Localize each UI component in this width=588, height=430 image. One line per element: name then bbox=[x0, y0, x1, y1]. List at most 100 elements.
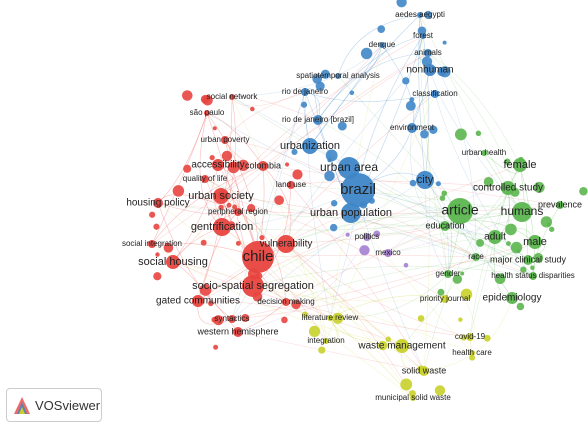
edge bbox=[387, 204, 561, 254]
node-label: priority journal bbox=[420, 294, 470, 303]
node bbox=[204, 110, 210, 116]
edge bbox=[231, 96, 327, 342]
edge bbox=[237, 236, 368, 333]
edge bbox=[231, 91, 306, 320]
minor-node bbox=[400, 378, 413, 391]
edge bbox=[220, 195, 534, 277]
edge bbox=[410, 127, 446, 227]
edge bbox=[325, 317, 338, 342]
edge bbox=[309, 145, 534, 277]
edge bbox=[237, 211, 403, 347]
node-label: literature review bbox=[302, 313, 359, 322]
node bbox=[431, 90, 439, 98]
node-label: urban health bbox=[462, 148, 506, 157]
minor-node bbox=[329, 223, 338, 232]
edge bbox=[151, 165, 264, 245]
minor-node bbox=[549, 226, 555, 232]
minor-node bbox=[429, 125, 438, 134]
edge bbox=[419, 14, 509, 189]
node-label: solid waste bbox=[402, 365, 447, 375]
minor-node bbox=[460, 334, 467, 341]
minor-node bbox=[292, 169, 303, 180]
edge bbox=[325, 93, 436, 342]
node bbox=[341, 203, 361, 223]
minor-node bbox=[516, 302, 525, 311]
node-label: article bbox=[441, 202, 479, 218]
logo-icon bbox=[14, 397, 30, 414]
node bbox=[469, 350, 475, 356]
node-label: dengue bbox=[369, 40, 396, 49]
node bbox=[420, 33, 426, 39]
edge bbox=[304, 91, 331, 319]
node bbox=[379, 42, 385, 48]
node-label: major clinical study bbox=[490, 254, 567, 264]
node bbox=[512, 202, 532, 222]
minor-node bbox=[315, 81, 325, 91]
node-label: adult bbox=[484, 232, 506, 243]
node-label: urban poverty bbox=[201, 135, 250, 144]
minor-node bbox=[221, 150, 233, 162]
node-label: spatiotemporal analysis bbox=[296, 71, 380, 80]
node-label: female bbox=[503, 159, 536, 171]
minor-node bbox=[349, 90, 355, 96]
node-label: municipal solid waste bbox=[375, 393, 451, 402]
edge bbox=[197, 96, 233, 302]
node bbox=[384, 249, 392, 257]
edge bbox=[325, 317, 340, 343]
minor-node bbox=[483, 334, 491, 342]
edge bbox=[424, 179, 477, 258]
minor-node bbox=[153, 272, 162, 281]
node bbox=[148, 240, 156, 248]
node-label: housing policy bbox=[126, 198, 189, 209]
node bbox=[481, 150, 487, 156]
node bbox=[447, 198, 473, 224]
minor-node bbox=[476, 238, 485, 247]
minor-node bbox=[385, 336, 392, 343]
edge bbox=[172, 261, 471, 338]
minor-node bbox=[332, 312, 344, 324]
node-label: humans bbox=[501, 204, 544, 218]
minor-node bbox=[153, 223, 160, 230]
edge bbox=[329, 317, 403, 347]
minor-node bbox=[409, 179, 417, 187]
minor-node bbox=[259, 235, 265, 241]
minor-node bbox=[330, 200, 338, 207]
node-label: epidemiology bbox=[483, 293, 542, 304]
node bbox=[472, 253, 480, 261]
edge bbox=[231, 96, 319, 121]
minor-node bbox=[510, 241, 523, 254]
edge bbox=[285, 225, 446, 303]
node bbox=[282, 298, 290, 306]
edge bbox=[157, 202, 239, 215]
node-label: covid-19 bbox=[455, 332, 486, 341]
minor-node bbox=[235, 240, 241, 246]
node bbox=[341, 173, 375, 207]
minor-node bbox=[320, 69, 330, 79]
edge bbox=[317, 119, 513, 299]
minor-node bbox=[454, 128, 467, 141]
node bbox=[529, 272, 537, 280]
logo[interactable]: VOSviewer bbox=[6, 388, 102, 422]
node bbox=[301, 88, 309, 96]
minor-node bbox=[213, 315, 224, 326]
edge bbox=[231, 256, 477, 320]
node-label: health status disparities bbox=[491, 271, 575, 280]
node-label: classification bbox=[412, 89, 457, 98]
node-label: chile bbox=[243, 248, 274, 265]
node-label: accessibility bbox=[191, 160, 244, 171]
minor-node bbox=[301, 311, 309, 319]
minor-node bbox=[227, 161, 240, 174]
edge bbox=[444, 220, 536, 243]
minor-node bbox=[405, 100, 416, 111]
node bbox=[513, 158, 527, 172]
edge bbox=[309, 44, 383, 147]
node-label: animals bbox=[414, 48, 442, 57]
node bbox=[287, 181, 295, 189]
node-label: urban society bbox=[188, 190, 254, 202]
node-label: syntactics bbox=[214, 314, 249, 323]
minor-node bbox=[520, 266, 527, 273]
node bbox=[201, 175, 209, 183]
node bbox=[229, 94, 235, 100]
edge bbox=[469, 187, 509, 338]
